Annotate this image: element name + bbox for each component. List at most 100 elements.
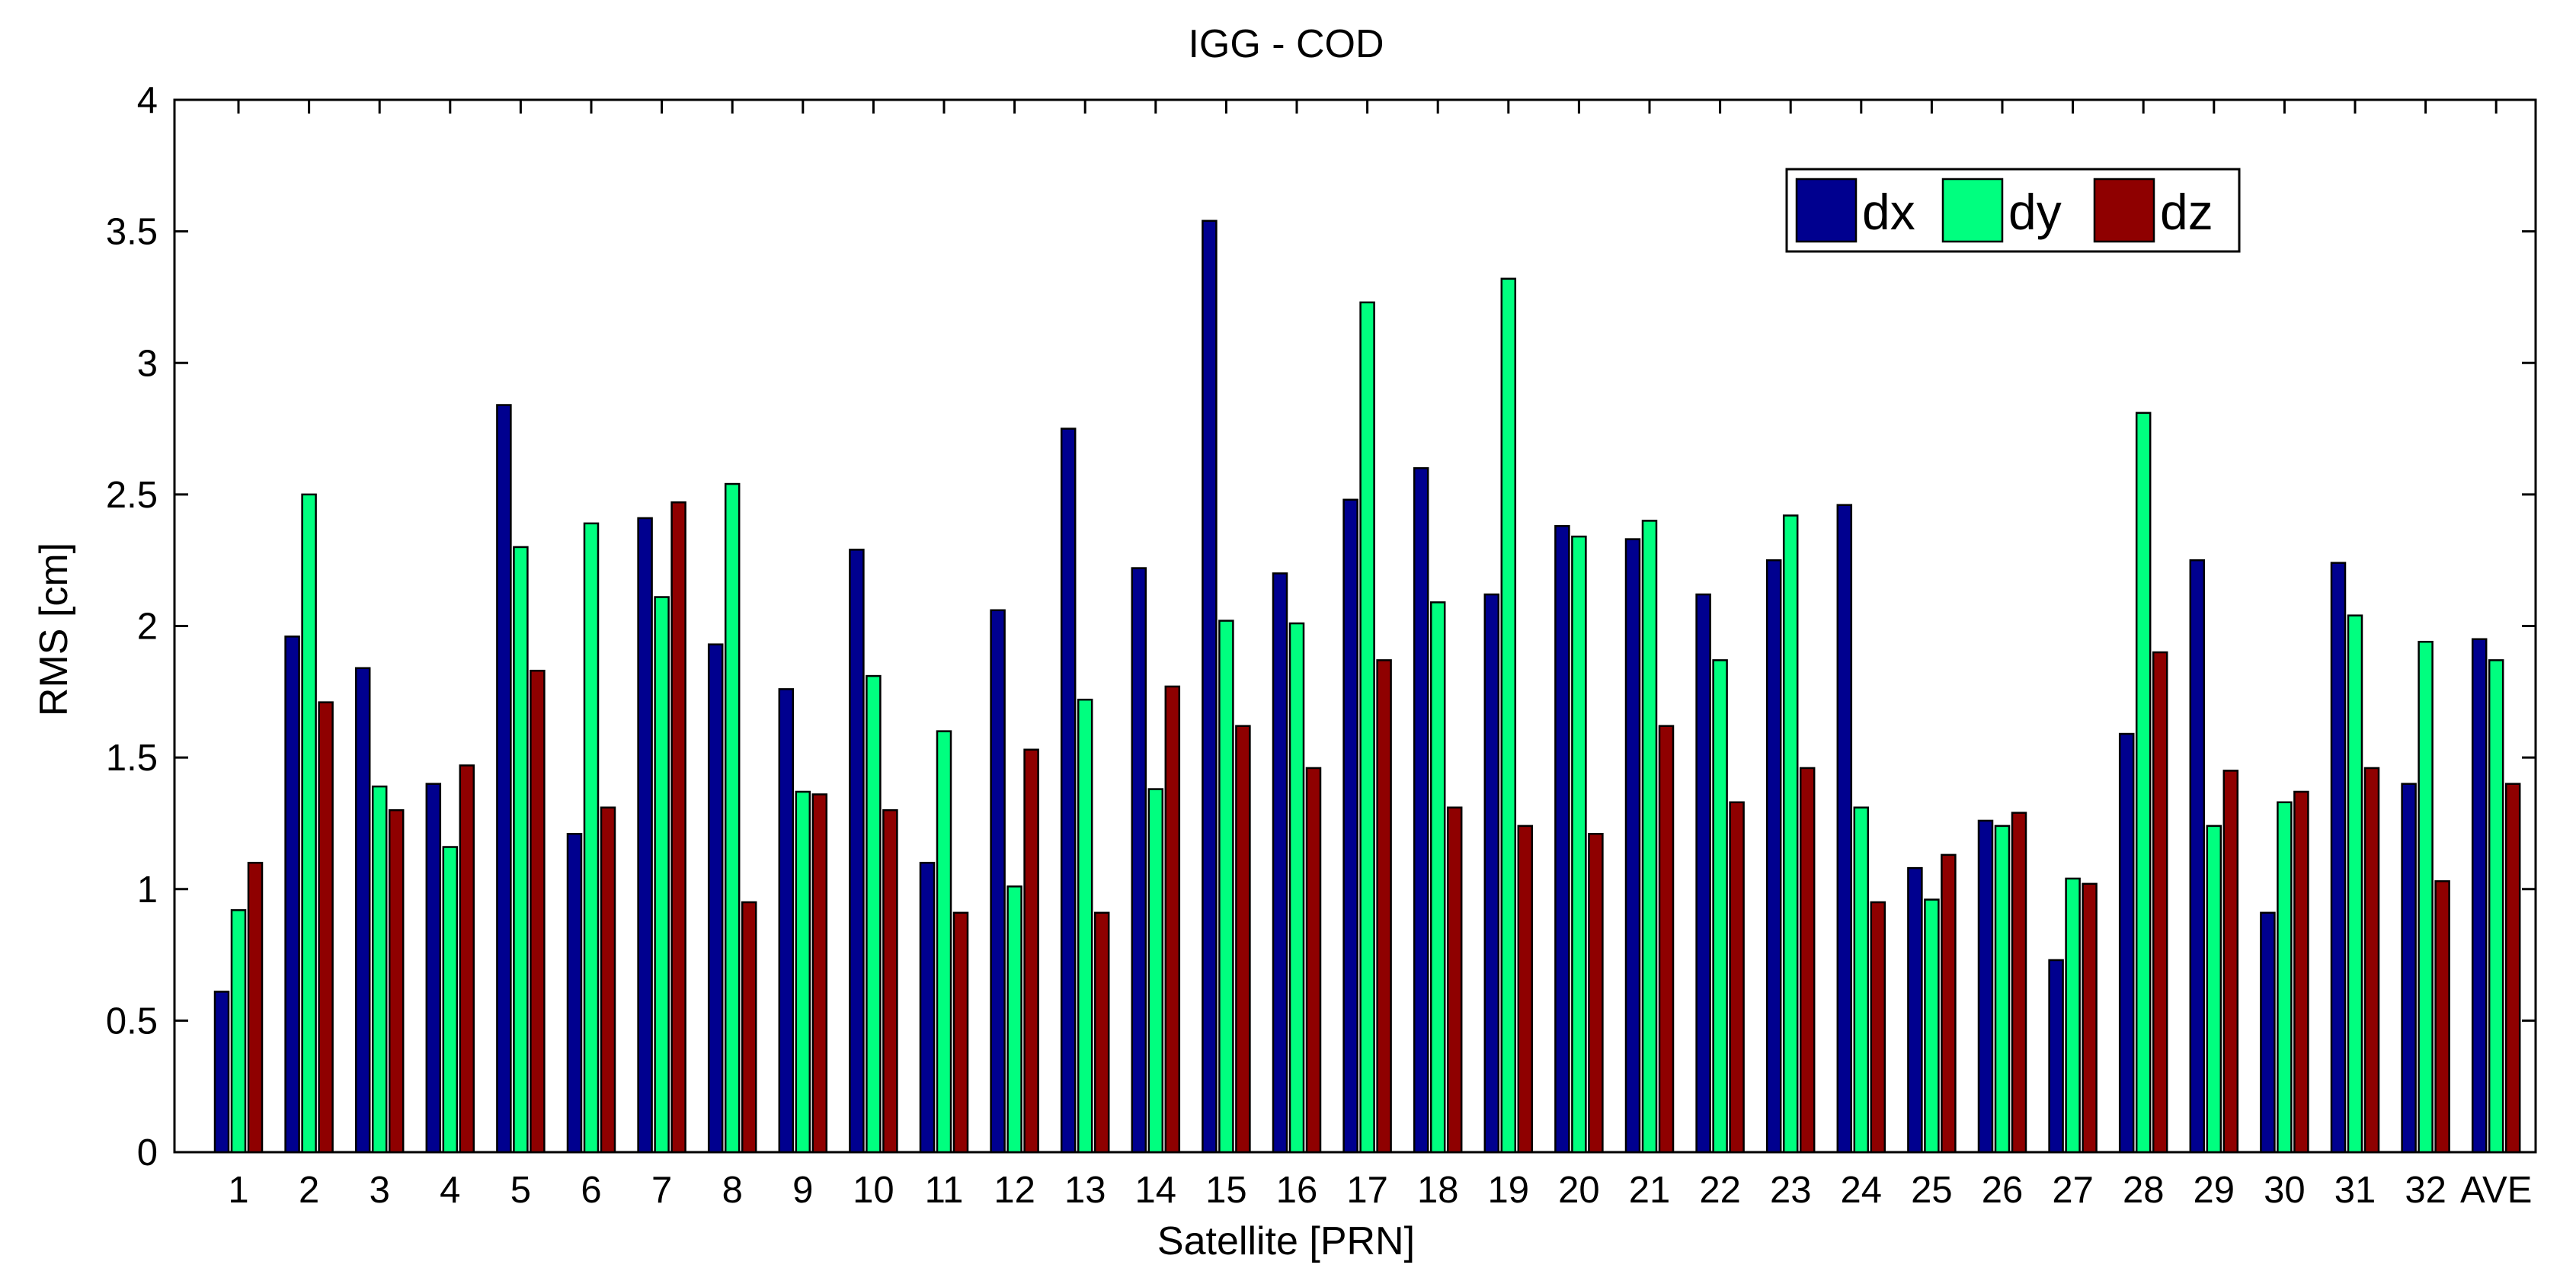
bar-dx-24 <box>1836 504 1853 1154</box>
x-tick-label: 12 <box>994 1170 1035 1211</box>
y-axis-title: RMS [cm] <box>32 543 76 716</box>
bar-dx-4 <box>425 783 442 1154</box>
bar-dz-3 <box>388 809 405 1154</box>
bar-dz-7 <box>670 501 686 1154</box>
bar-dz-20 <box>1588 832 1604 1154</box>
bar-dx-AVE <box>2471 638 2488 1154</box>
bar-dx-9 <box>778 688 795 1154</box>
bar-dx-5 <box>496 404 512 1154</box>
bar-dy-21 <box>1641 520 1658 1154</box>
bar-dy-31 <box>2347 614 2363 1154</box>
x-tick-label: AVE <box>2460 1170 2532 1211</box>
bar-dx-18 <box>1413 467 1429 1154</box>
bar-dz-17 <box>1376 659 1392 1154</box>
x-tick-label: 7 <box>651 1170 672 1211</box>
x-tick-label: 25 <box>1911 1170 1953 1211</box>
x-tick-label: 29 <box>2194 1170 2235 1211</box>
bar-dy-1 <box>230 909 247 1154</box>
x-tick-label: 2 <box>299 1170 319 1211</box>
bar-dy-24 <box>1853 806 1870 1154</box>
x-tick-label: 21 <box>1629 1170 1671 1211</box>
bar-dz-16 <box>1305 767 1322 1154</box>
bar-dz-25 <box>1941 853 1957 1154</box>
bar-dz-23 <box>1799 767 1816 1154</box>
y-tick-label: 3.5 <box>106 212 158 253</box>
x-axis-title: Satellite [PRN] <box>1157 1219 1415 1263</box>
bar-dz-26 <box>2011 812 2027 1154</box>
bar-dx-31 <box>2330 562 2347 1154</box>
bar-dy-22 <box>1712 659 1728 1154</box>
y-tick-label: 0 <box>137 1132 158 1174</box>
bar-dy-27 <box>2065 877 2081 1154</box>
bar-dy-12 <box>1006 885 1022 1154</box>
bar-dx-11 <box>919 861 936 1154</box>
bar-dy-29 <box>2206 825 2222 1154</box>
bar-dy-14 <box>1147 788 1164 1154</box>
bar-dx-7 <box>637 517 653 1154</box>
bar-dx-12 <box>990 609 1006 1154</box>
legend-swatch-dx <box>1795 178 1858 243</box>
bar-dy-9 <box>795 790 811 1154</box>
bar-dz-18 <box>1446 806 1463 1154</box>
bar-dx-10 <box>849 549 865 1154</box>
bar-dx-14 <box>1131 567 1147 1154</box>
legend-label-dx: dx <box>1862 184 1915 240</box>
bar-dz-21 <box>1658 725 1675 1154</box>
bar-dz-9 <box>811 793 828 1154</box>
x-tick-label: 30 <box>2264 1170 2306 1211</box>
bar-dy-10 <box>866 674 882 1154</box>
bar-dy-15 <box>1218 620 1234 1154</box>
legend-label-dy: dy <box>2008 184 2062 240</box>
bar-dz-14 <box>1164 685 1181 1154</box>
x-tick-label: 27 <box>2052 1170 2094 1211</box>
bar-dy-32 <box>2418 640 2434 1154</box>
x-tick-label: 6 <box>581 1170 601 1211</box>
bar-dy-28 <box>2135 411 2152 1154</box>
x-tick-label: 24 <box>1841 1170 1883 1211</box>
bar-dz-22 <box>1729 801 1745 1154</box>
x-tick-label: 32 <box>2405 1170 2446 1211</box>
bar-dz-29 <box>2222 770 2239 1154</box>
bar-dx-17 <box>1342 498 1358 1154</box>
x-tick-label: 22 <box>1699 1170 1741 1211</box>
bar-dz-4 <box>459 764 475 1154</box>
bar-dz-28 <box>2152 651 2168 1154</box>
bar-dy-18 <box>1429 601 1446 1154</box>
bar-dz-6 <box>600 806 616 1154</box>
bar-dz-19 <box>1517 825 1534 1154</box>
y-tick-label: 1.5 <box>106 738 158 779</box>
y-tick-label: 2 <box>137 607 158 648</box>
bar-dx-23 <box>1765 559 1782 1154</box>
x-tick-label: 26 <box>1982 1170 2024 1211</box>
bar-dx-8 <box>707 643 724 1154</box>
x-tick-label: 3 <box>370 1170 390 1211</box>
x-tick-label: 19 <box>1488 1170 1530 1211</box>
bar-dz-15 <box>1235 725 1251 1154</box>
x-tick-label: 9 <box>792 1170 813 1211</box>
bar-dz-1 <box>247 861 264 1154</box>
bar-dz-8 <box>741 901 757 1154</box>
legend-box <box>1785 168 2241 253</box>
bar-dx-15 <box>1202 219 1218 1154</box>
legend: dx dy dz <box>1785 168 2241 253</box>
x-tick-label: 28 <box>2123 1170 2165 1211</box>
y-tick-label: 4 <box>137 80 158 121</box>
x-tick-label: 31 <box>2334 1170 2376 1211</box>
x-tick-label: 8 <box>722 1170 743 1211</box>
bar-dy-26 <box>1994 825 2011 1154</box>
bar-dy-8 <box>724 482 741 1154</box>
bar-dx-25 <box>1907 866 1923 1154</box>
x-tick-label: 4 <box>440 1170 460 1211</box>
y-tick-label: 2.5 <box>106 475 158 516</box>
y-tick-label: 0.5 <box>106 1001 158 1042</box>
bar-dy-5 <box>513 546 529 1154</box>
bar-dy-30 <box>2277 801 2293 1154</box>
bar-dx-6 <box>566 832 583 1154</box>
x-tick-label: 18 <box>1417 1170 1459 1211</box>
bar-dx-1 <box>213 991 230 1154</box>
legend-swatch-dz <box>2093 178 2155 243</box>
x-tick-label: 14 <box>1135 1170 1177 1211</box>
legend-swatch-dy <box>1941 178 2004 243</box>
legend-label-dz: dz <box>2160 184 2213 240</box>
x-tick-label: 10 <box>853 1170 894 1211</box>
